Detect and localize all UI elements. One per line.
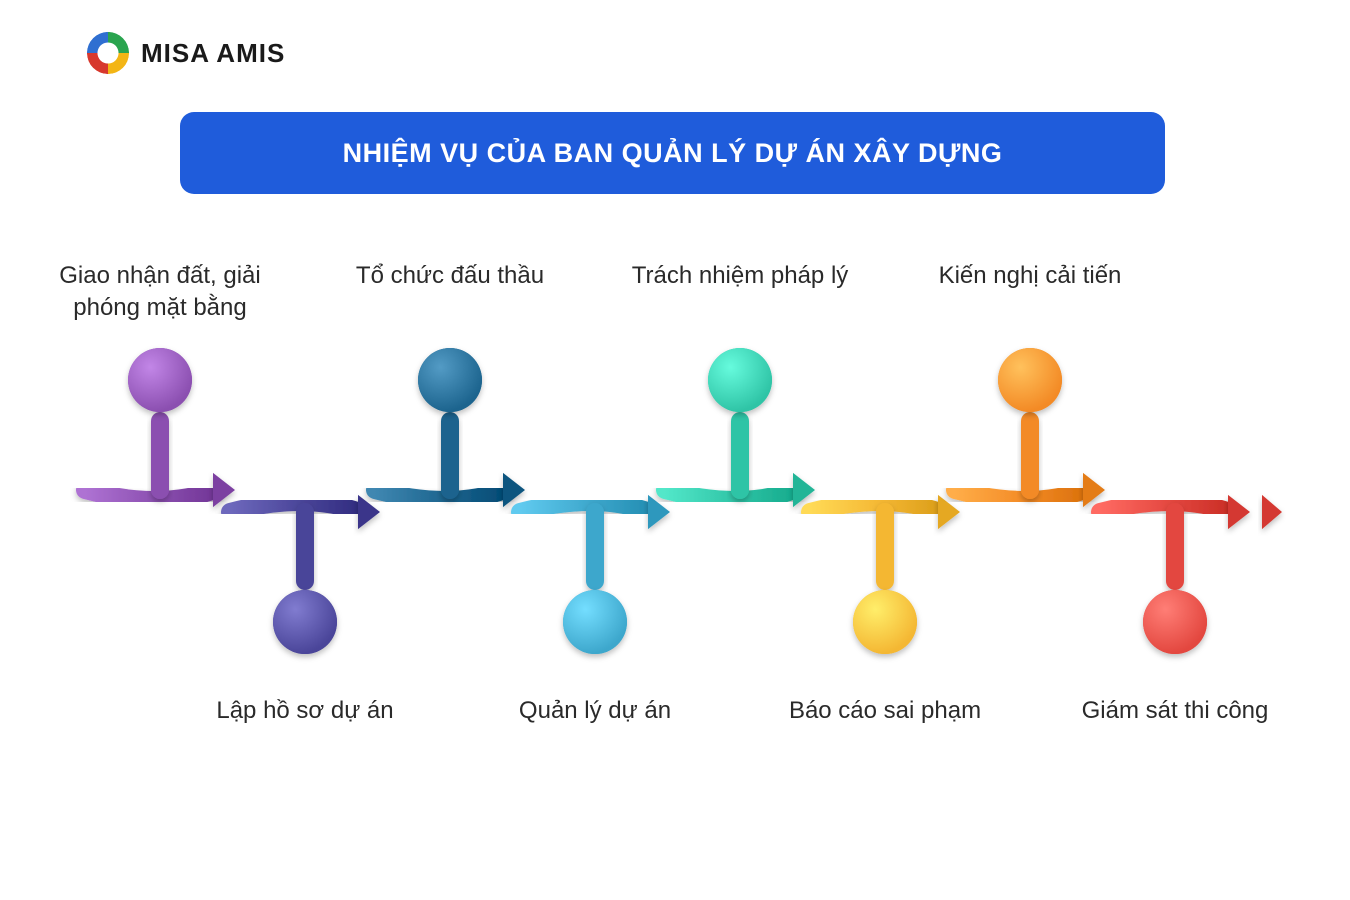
flow-arrow	[1100, 502, 1230, 512]
flow-arrowhead	[793, 473, 815, 507]
step-label: Giám sát thi công	[1045, 695, 1305, 727]
flow-arrowhead	[1083, 473, 1105, 507]
flow-arrowhead	[1262, 495, 1282, 529]
flow-arrowhead	[358, 495, 380, 529]
stage: MISA AMIS NHIỆM VỤ CỦA BAN QUẢN LÝ DỰ ÁN…	[0, 0, 1350, 900]
flow-stem	[151, 412, 169, 499]
flow-stem	[876, 503, 894, 590]
flow-arrowhead	[938, 495, 960, 529]
flow-arrow	[375, 490, 505, 500]
flow-diagram	[0, 0, 1350, 900]
flow-arrowhead	[648, 495, 670, 529]
step-label: Tổ chức đấu thầu	[320, 260, 580, 292]
flow-arrow	[230, 502, 360, 512]
step-label: Quản lý dự án	[465, 695, 725, 727]
flow-arrowhead	[1228, 495, 1250, 529]
flow-stem	[586, 503, 604, 590]
step-label: Kiến nghị cải tiến	[900, 260, 1160, 292]
flow-stem	[1021, 412, 1039, 499]
flow-stem	[1166, 503, 1184, 590]
step-label: Trách nhiệm pháp lý	[610, 260, 870, 292]
flow-arrow	[955, 490, 1085, 500]
flow-arrow	[810, 502, 940, 512]
step-label: Giao nhận đất, giải phóng mặt bằng	[30, 260, 290, 325]
step-label: Báo cáo sai phạm	[755, 695, 1015, 727]
flow-arrow	[665, 490, 795, 500]
flow-arrow	[520, 502, 650, 512]
flow-stem	[731, 412, 749, 499]
flow-arrow	[85, 490, 215, 500]
flow-arrowhead	[503, 473, 525, 507]
flow-stem	[441, 412, 459, 499]
flow-arrowhead	[213, 473, 235, 507]
flow-stem	[296, 503, 314, 590]
step-label: Lập hồ sơ dự án	[175, 695, 435, 727]
